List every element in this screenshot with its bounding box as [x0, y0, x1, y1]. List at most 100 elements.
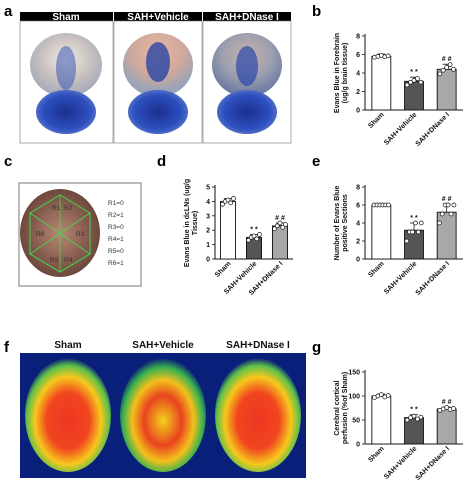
- region-mark-r5: R5: [50, 257, 59, 264]
- data-point-e-1: [404, 238, 410, 244]
- data-point-d-2: [280, 224, 286, 230]
- significance-e-2: # #: [442, 196, 452, 203]
- data-point-e-1: [418, 220, 424, 226]
- region-score-r5: R5=0: [108, 248, 124, 255]
- panel-a-brain-photos: Sham SAH+Vehicle SAH+DNase I: [19, 12, 292, 144]
- y-axis-label-b: (ug/g brain tissue): [342, 43, 349, 104]
- region-score-r6: R6=1: [108, 260, 124, 267]
- y-tick-label-g: 0: [356, 442, 360, 449]
- data-point-d-1: [257, 232, 262, 237]
- y-tick-label-b: 0: [356, 108, 360, 115]
- data-point-b-1: [404, 82, 410, 88]
- data-point-g-1: [411, 413, 417, 419]
- bar-b-0: [371, 55, 392, 111]
- data-point-d-0: [228, 200, 234, 206]
- perfusion-map-dnase: [215, 358, 301, 472]
- category-label-b-0: Sham: [367, 111, 385, 129]
- y-axis-label-d: Tissue): [192, 211, 199, 235]
- data-point-e-2: [445, 202, 451, 208]
- bar-g-2: [436, 408, 457, 445]
- panel-a-title-dnase: SAH+DNase I: [215, 12, 279, 23]
- data-point-e-1: [416, 229, 421, 235]
- panel-f-title-dnase: SAH+DNase I: [226, 340, 290, 351]
- bar-chart-b: 0 2 4 6 8 Evans Blue in Forebrain (ug/g brain …: [334, 33, 463, 148]
- panel-label-g: g: [312, 339, 321, 356]
- y-tick-label-d: 4: [206, 199, 210, 206]
- panel-label-a: a: [4, 3, 13, 20]
- significance-d-1: * *: [250, 227, 258, 234]
- brain-cerebellum-dye-dnase: [217, 90, 277, 134]
- significance-e-1: * *: [410, 215, 418, 222]
- data-point-d-2: [274, 223, 280, 229]
- bar-chart-d: 0 1 2 3 4 5 Evans Blue in dcLNs (ug/g Tissue) Sh…: [184, 179, 293, 297]
- y-tick-label-g: 50: [352, 418, 360, 425]
- data-point-d-1: [246, 237, 251, 243]
- data-point-g-2: [451, 406, 456, 411]
- y-axis-label-g: Cerebral cortical: [334, 380, 341, 435]
- brain-midline-dye-sham: [56, 46, 76, 90]
- panel-c-region-diagram: R1 R2 R3 R4 R5 R6 R1=0 R2=1 R3=0 R4=1 R5…: [18, 182, 142, 287]
- brain-midline-dye-dnase: [236, 46, 258, 86]
- data-point-d-0: [220, 201, 225, 207]
- y-axis-label-d: Evans Blue in dcLNs (ug/g: [184, 179, 191, 267]
- significance-b-1: * *: [410, 69, 418, 76]
- data-point-e-1: [410, 229, 415, 235]
- region-score-r2: R2=1: [108, 212, 124, 219]
- data-point-b-1: [418, 79, 424, 85]
- panel-f-perfusion-maps: Sham SAH+Vehicle SAH+DNase I: [20, 340, 306, 478]
- category-label-g-2: SAH+DNase I: [415, 445, 451, 481]
- data-point-e-2: [451, 202, 457, 208]
- y-axis-label-g: perfusion (%of Sham): [342, 372, 349, 444]
- data-point-g-0: [385, 393, 391, 398]
- region-score-r4: R4=1: [108, 236, 124, 243]
- bar-e-0: [371, 204, 392, 260]
- y-tick-label-b: 4: [356, 71, 360, 78]
- data-point-b-1: [415, 76, 420, 81]
- panel-a-title-vehicle: SAH+Vehicle: [127, 12, 189, 23]
- y-tick-label-d: 1: [206, 242, 210, 249]
- category-label-g-0: Sham: [367, 445, 385, 463]
- region-score-r1: R1=0: [108, 200, 124, 207]
- region-score-r3: R3=0: [108, 224, 124, 231]
- y-tick-label-d: 3: [206, 213, 210, 220]
- bar-e-2: [436, 211, 457, 260]
- y-tick-label-e: 0: [356, 257, 360, 264]
- significance-d-2: # #: [275, 215, 285, 222]
- data-point-d-2: [283, 222, 288, 227]
- data-point-d-1: [254, 236, 260, 242]
- panel-label-b: b: [312, 3, 321, 20]
- bar-chart-g: 0 50 100 150 Cerebral cortical perfusion (%of…: [334, 370, 463, 482]
- data-point-d-2: [272, 226, 277, 232]
- bar-chart-e: 0 2 4 6 8 Number of Evans Blue positive Sectio…: [334, 185, 463, 297]
- brain-cerebellum-dye-sham: [36, 90, 96, 134]
- data-point-d-2: [277, 220, 283, 226]
- data-point-b-2: [451, 66, 456, 72]
- data-point-b-2: [447, 62, 453, 68]
- panel-f-title-sham: Sham: [54, 340, 81, 351]
- perfusion-map-vehicle: [120, 358, 206, 472]
- data-point-g-0: [378, 392, 384, 397]
- category-label-e-0: Sham: [367, 260, 385, 278]
- photo-header-dnase: [203, 12, 291, 21]
- significance-g-2: # #: [442, 399, 452, 406]
- y-tick-label-e: 6: [356, 203, 360, 210]
- y-tick-label-b: 8: [356, 34, 360, 41]
- data-point-b-2: [437, 71, 443, 77]
- panel-label-c: c: [4, 153, 12, 170]
- region-mark-r2: R2: [64, 205, 73, 212]
- significance-g-1: * *: [410, 407, 418, 414]
- brain-cerebellum-dye-vehicle: [128, 90, 188, 134]
- y-tick-label-e: 8: [356, 185, 360, 192]
- y-axis-label-e: positive Sections: [342, 194, 349, 252]
- category-label-b-1: SAH+Vehicle: [383, 111, 418, 146]
- y-axis-label-e: Number of Evans Blue: [334, 186, 341, 261]
- significance-b-2: # #: [442, 56, 452, 63]
- data-point-b-2: [440, 67, 446, 73]
- panel-f-title-vehicle: SAH+Vehicle: [132, 340, 194, 351]
- data-point-d-1: [251, 233, 257, 239]
- data-point-d-0: [231, 196, 236, 201]
- perfusion-map-sham: [25, 358, 111, 472]
- data-point-b-2: [444, 65, 450, 70]
- y-tick-label-b: 6: [356, 52, 360, 59]
